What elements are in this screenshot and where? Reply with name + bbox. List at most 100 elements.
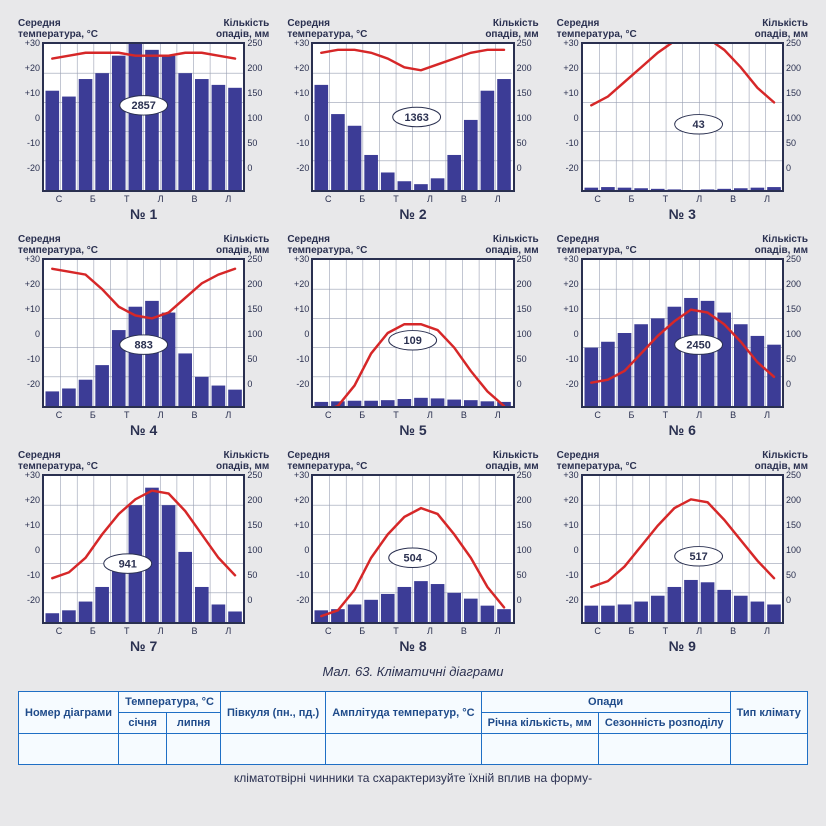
ytick-temp: -20 [287, 595, 309, 620]
precip-bar [162, 313, 176, 406]
ytick-temp: +30 [557, 470, 579, 495]
month-label: С [42, 410, 76, 420]
precip-bar [365, 600, 379, 622]
ytick-temp: +10 [18, 88, 40, 113]
ytick-temp: -10 [557, 138, 579, 163]
month-label: Л [682, 410, 716, 420]
ytick-precip: 0 [247, 379, 269, 404]
month-label: Л [750, 194, 784, 204]
annual-precip-value: 43 [692, 119, 704, 131]
ytick-precip: 200 [517, 63, 539, 88]
ytick-temp: +30 [287, 254, 309, 279]
precip-bar [634, 188, 648, 190]
axis-label-precipitation: Кількістьопадів, мм [755, 234, 808, 256]
ytick-temp: -20 [18, 379, 40, 404]
table-row [19, 734, 808, 765]
precip-bar [684, 580, 698, 622]
ytick-precip: 100 [517, 329, 539, 354]
axis-label-precipitation: Кількістьопадів, мм [216, 234, 269, 256]
annual-precip-value: 504 [404, 553, 422, 565]
ytick-precip: 150 [247, 88, 269, 113]
ytick-temp: +30 [18, 470, 40, 495]
ytick-temp: +10 [557, 520, 579, 545]
precip-bar [45, 613, 59, 622]
ytick-precip: 150 [786, 520, 808, 545]
ytick-precip: 0 [247, 595, 269, 620]
ytick-precip: 250 [517, 254, 539, 279]
precip-bar [348, 126, 362, 190]
month-label: Т [379, 194, 413, 204]
axis-label-precipitation: Кількістьопадів, мм [216, 450, 269, 472]
ytick-precip: 200 [247, 495, 269, 520]
th-season: Сезонність розподілу [598, 713, 730, 734]
precip-bar [45, 91, 59, 190]
axis-label-temperature: Середнятемпература, °C [557, 450, 637, 472]
precip-bar [667, 587, 681, 622]
precip-bar [79, 380, 93, 406]
month-label: Б [615, 194, 649, 204]
ytick-precip: 200 [786, 63, 808, 88]
diagram-number: № 8 [287, 638, 538, 654]
precip-bar [448, 593, 462, 622]
month-label: Т [648, 626, 682, 636]
ytick-temp: +10 [18, 304, 40, 329]
ytick-temp: -10 [287, 570, 309, 595]
axis-label-temperature: Середнятемпература, °C [557, 234, 637, 256]
month-label: Т [379, 626, 413, 636]
climate-diagram: Середнятемпература, °CКількістьопадів, м… [18, 18, 269, 222]
ytick-precip: 100 [517, 113, 539, 138]
ytick-precip: 0 [247, 163, 269, 188]
precip-bar [178, 353, 192, 406]
summary-table: Номер діаграми Температура, °С Півкуля (… [18, 691, 808, 765]
ytick-precip: 0 [786, 379, 808, 404]
month-label: Л [481, 626, 515, 636]
precip-bar [62, 388, 76, 406]
month-label: Т [110, 626, 144, 636]
month-label: Л [413, 626, 447, 636]
precip-bar [414, 581, 428, 622]
precip-bar [617, 188, 631, 190]
month-label: В [716, 194, 750, 204]
precip-bar [481, 401, 495, 406]
diagram-number: № 1 [18, 206, 269, 222]
diagram-number: № 9 [557, 638, 808, 654]
ytick-temp: +10 [287, 304, 309, 329]
annual-precip-value: 1363 [405, 112, 429, 124]
ytick-precip: 200 [517, 279, 539, 304]
ytick-precip: 100 [247, 329, 269, 354]
axis-label-temperature: Середнятемпература, °C [557, 18, 637, 40]
precip-bar [584, 188, 598, 190]
month-label: Л [682, 194, 716, 204]
precip-bar [634, 324, 648, 406]
month-label: В [178, 194, 212, 204]
precip-bar [348, 604, 362, 622]
ytick-temp: +20 [557, 63, 579, 88]
month-label: Б [615, 410, 649, 420]
precip-bar [212, 85, 226, 190]
precip-bar [178, 73, 192, 190]
ytick-temp: +10 [557, 88, 579, 113]
precip-bar [95, 365, 109, 406]
diagram-number: № 3 [557, 206, 808, 222]
ytick-temp: -10 [287, 354, 309, 379]
th-annual: Річна кількість, мм [481, 713, 598, 734]
ytick-temp: -20 [557, 163, 579, 188]
precip-bar [734, 188, 748, 190]
ytick-precip: 150 [786, 88, 808, 113]
month-label: В [716, 626, 750, 636]
month-label: Л [481, 410, 515, 420]
climate-diagram: Середнятемпература, °CКількістьопадів, м… [18, 450, 269, 654]
precip-bar [464, 400, 478, 406]
ytick-precip: 200 [247, 63, 269, 88]
ytick-precip: 200 [786, 279, 808, 304]
precip-bar [95, 587, 109, 622]
ytick-temp: 0 [557, 329, 579, 354]
climate-diagram: Середнятемпература, °C Кількістьопадів, м… [557, 234, 808, 438]
ytick-temp: +20 [18, 495, 40, 520]
axis-label-precipitation: Кількістьопадів, мм [216, 18, 269, 40]
ytick-precip: 50 [786, 570, 808, 595]
ytick-precip: 50 [247, 138, 269, 163]
precip-bar [634, 602, 648, 622]
axis-label-temperature: Середнятемпература, °C [18, 234, 98, 256]
ytick-temp: -10 [18, 354, 40, 379]
